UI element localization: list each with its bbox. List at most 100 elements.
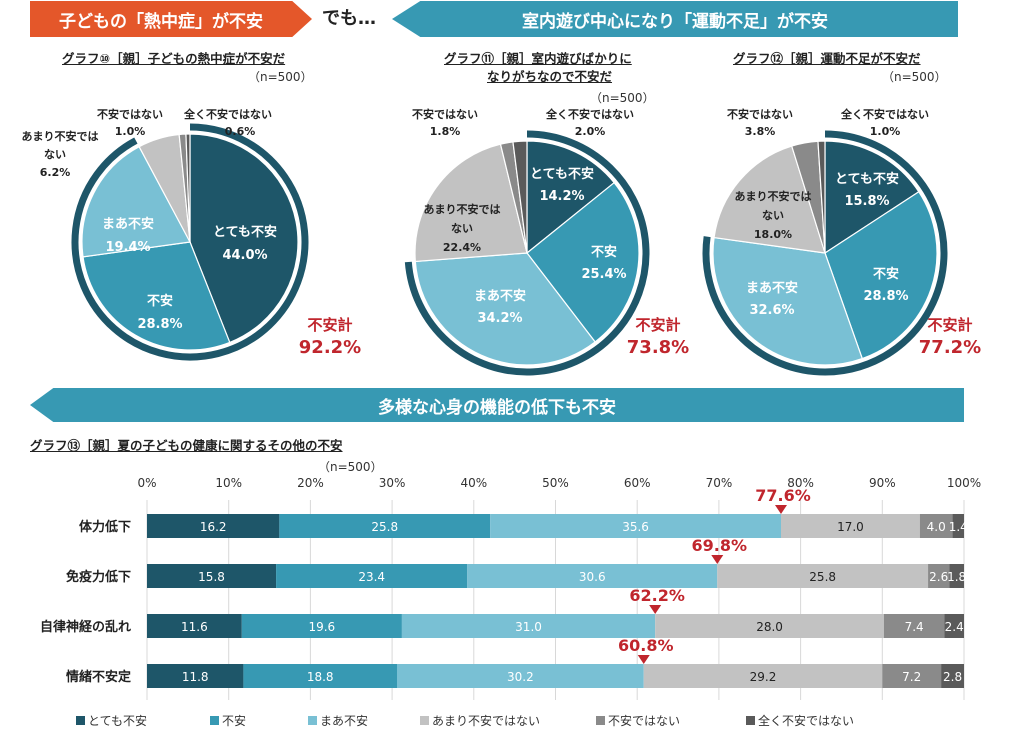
- diverse-banner-text: 多様な心身の機能の低下も不安: [378, 397, 616, 418]
- x-tick-label: 80%: [787, 476, 814, 490]
- x-tick-label: 10%: [215, 476, 242, 490]
- exercise-banner: 室内遊び中心になり「運動不足」が不安: [392, 1, 958, 37]
- bar-value-label: 30.6: [579, 570, 606, 584]
- bar-segment: [941, 664, 964, 688]
- bar-chart: 0% 10% 20% 30% 40% 50% 60% 70% 80% 90% 100% 体力低下 16.…: [40, 476, 981, 700]
- slice-value: 14.2%: [539, 189, 584, 204]
- slice-label: 不安: [873, 266, 899, 282]
- total-marker-icon: [637, 655, 650, 664]
- bar-segment: [276, 564, 468, 588]
- pie-slice: [824, 140, 920, 255]
- bar-segment: [147, 564, 277, 588]
- slice-label: とても不安: [835, 171, 899, 187]
- slice-label: まあ不安: [102, 216, 154, 232]
- graph12-n: （n=500）: [882, 70, 947, 84]
- bar-value-label: 11.8: [182, 670, 209, 684]
- bar-value-label: 30.2: [507, 670, 534, 684]
- category-label: 情緒不安定: [66, 669, 131, 685]
- bar-value-label: 17.0: [837, 520, 864, 534]
- slice-label: 全く不安ではない: [183, 107, 272, 121]
- bar-value-label: 2.8: [943, 670, 962, 684]
- pie-slice: [512, 140, 528, 254]
- category-label: 免疫力低下: [66, 569, 131, 585]
- diverse-banner: 多様な心身の機能の低下も不安: [30, 388, 964, 422]
- x-tick-label: 20%: [297, 476, 324, 490]
- slice-value: 2.0%: [575, 125, 606, 138]
- legend-item: まあ不安: [308, 712, 420, 729]
- total-label: 不安計: [635, 316, 680, 334]
- slice-label: あまり不安では: [735, 189, 812, 203]
- bar-segment: [147, 664, 244, 688]
- bar-segment: [279, 514, 491, 538]
- graph11-title-line1: グラフ⑪［親］室内遊びばかりに: [444, 51, 632, 66]
- bar-value-label: 23.4: [358, 570, 385, 584]
- total-value: 62.2%: [629, 586, 685, 605]
- bar-value-label: 29.2: [750, 670, 777, 684]
- slice-value: 15.8%: [844, 194, 889, 209]
- bar-segment: [952, 514, 964, 538]
- bar-value-label: 7.4: [905, 620, 924, 634]
- slice-value: 1.8%: [430, 125, 461, 138]
- bar-value-label: 1.8: [947, 570, 966, 584]
- x-tick-label: 70%: [706, 476, 733, 490]
- bar-value-label: 2.4: [945, 620, 964, 634]
- graph10-n: （n=500）: [248, 70, 313, 84]
- slice-value: 22.4%: [443, 241, 481, 254]
- but-text: でも…: [322, 8, 376, 29]
- graph12-title: グラフ⑫［親］運動不足が不安だ: [733, 51, 921, 66]
- slice-label: まあ不安: [474, 288, 526, 304]
- bar-segment: [147, 614, 242, 638]
- pie-charts: とても不安44.0%不安28.8%まあ不安19.4%あまり不安ではない6.2%不…: [22, 107, 981, 376]
- slice-label: あまり不安では: [22, 129, 99, 143]
- slice-value: 28.8%: [863, 289, 908, 304]
- legend-swatch: [420, 716, 429, 725]
- total-value: 77.2%: [919, 337, 981, 358]
- bar-value-label: 11.6: [181, 620, 208, 634]
- legend-item: 不安: [210, 712, 308, 729]
- legend-item: とても不安: [76, 712, 210, 729]
- anxious-total-ring: [404, 130, 650, 376]
- graph10-title: グラフ⑩［親］子どもの熱中症が不安だ: [62, 51, 286, 66]
- bar-segment: [780, 514, 920, 538]
- legend-swatch: [596, 716, 605, 725]
- slice-label: あまり不安では: [424, 202, 501, 216]
- x-tick-label: 90%: [869, 476, 896, 490]
- pie-slice: [189, 133, 299, 344]
- legend-label: とても不安: [88, 714, 148, 728]
- x-tick-label: 100%: [947, 476, 981, 490]
- total-label: 不安計: [927, 316, 972, 334]
- legend-swatch: [746, 716, 755, 725]
- pie-graph10: とても不安 44.0% 不安 28.8% まあ不安 19.4% あまり不安ではない 6.2% 不…: [22, 107, 361, 361]
- bar-segment: [243, 664, 398, 688]
- legend-label: あまり不安ではない: [432, 714, 541, 728]
- pie-slice: [185, 133, 191, 243]
- slice-label: 不安ではない: [412, 107, 478, 121]
- x-tick-label: 50%: [542, 476, 569, 490]
- bar-segment: [883, 614, 945, 638]
- bar-value-label: 25.8: [809, 570, 836, 584]
- slice-label: ない: [44, 148, 66, 161]
- legend-label: 全く不安ではない: [758, 714, 855, 728]
- slice-label: まあ不安: [746, 280, 798, 296]
- slice-label: とても不安: [213, 224, 277, 240]
- total-marker-icon: [711, 555, 724, 564]
- slice-label: 全く不安ではない: [545, 107, 634, 121]
- bar-segment: [401, 614, 656, 638]
- bar-value-label: 2.6: [929, 570, 948, 584]
- pie-graph12: とても不安 15.8% 不安 28.8% まあ不安 32.6% あまり不安ではない 18.0%…: [702, 107, 981, 376]
- bar-value-label: 31.0: [515, 620, 542, 634]
- x-tick-label: 40%: [460, 476, 487, 490]
- anxious-total-ring: [71, 123, 309, 361]
- slice-label: とても不安: [530, 166, 594, 182]
- x-tick-label: 60%: [624, 476, 651, 490]
- legend-swatch: [308, 716, 317, 725]
- bar-segment: [717, 564, 929, 588]
- slice-value: 1.0%: [115, 125, 146, 138]
- pie-slice: [82, 241, 231, 351]
- bar-value-label: 15.8: [198, 570, 225, 584]
- bar-value-label: 35.6: [622, 520, 649, 534]
- slice-value: 28.8%: [137, 317, 182, 332]
- heatstroke-banner-text: 子どもの「熱中症」が不安: [59, 11, 263, 32]
- bar-segment: [643, 664, 883, 688]
- bar-segment: [919, 514, 953, 538]
